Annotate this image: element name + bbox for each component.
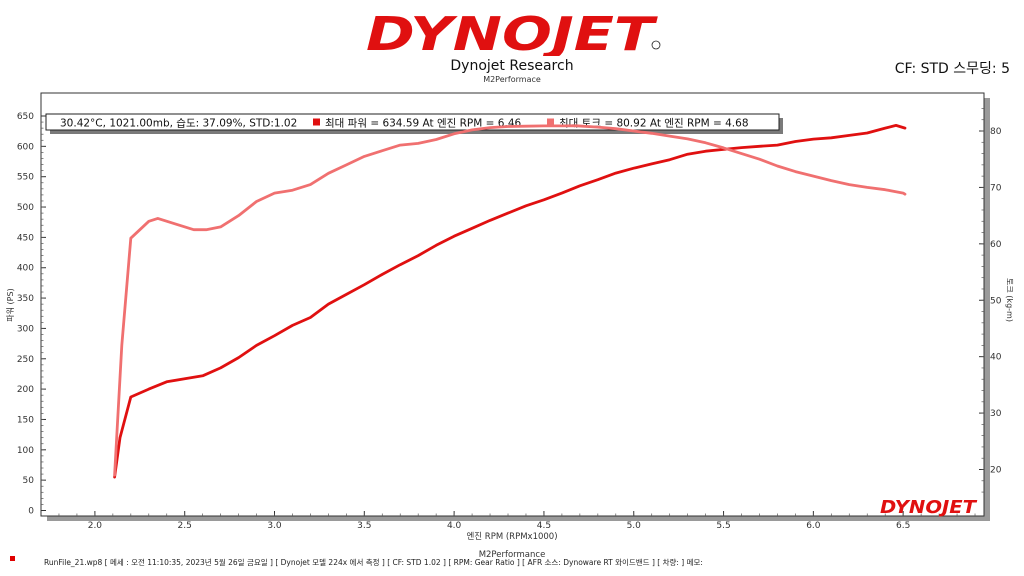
x-tick-label: 6.0 — [806, 521, 821, 531]
x-tick-label: 2.0 — [88, 521, 103, 531]
legend-power: 최대 파워 = 634.59 At 엔진 RPM = 6.46 — [325, 117, 521, 130]
y-left-tick-label: 0 — [28, 507, 34, 517]
y-left-tick-label: 250 — [17, 355, 34, 365]
chart-title: Dynojet Research — [450, 58, 574, 74]
footer-marker — [10, 556, 15, 561]
x-axis-label: 엔진 RPM (RPMx1000) — [466, 531, 557, 542]
y-left-tick-label: 650 — [17, 112, 34, 122]
power-series-line — [113, 124, 907, 479]
x-tick-label: 3.5 — [357, 521, 371, 531]
y-left-tick-label: 100 — [17, 446, 34, 456]
y-left-tick-label: 550 — [17, 173, 34, 183]
y-left-tick-label: 200 — [17, 385, 34, 395]
plot-area — [40, 92, 985, 517]
y-right-tick-label: 20 — [990, 466, 1002, 476]
cf-smoothing-label: CF: STD 스무딩: 5 — [894, 61, 1010, 77]
x-tick-label: 6.5 — [896, 521, 910, 531]
dynojet-logo: DYNOJET — [366, 7, 661, 56]
torque-series-line — [113, 124, 907, 477]
y-left-axis-label: 파워 (PS) — [6, 288, 15, 321]
y-left-tick-label: 400 — [17, 264, 34, 274]
x-tick-label: 5.5 — [716, 521, 730, 531]
y-left-tick-label: 500 — [17, 203, 34, 213]
y-left-tick-label: 300 — [17, 324, 34, 334]
y-left-tick-label: 150 — [17, 415, 34, 425]
y-right-axis-label: 토크 (kg-m) — [1005, 278, 1014, 322]
run-info-footer: RunFile_21.wp8 [ 메세 : 오전 11:10:35, 2023년… — [44, 558, 703, 567]
x-tick-label: 2.5 — [178, 521, 192, 531]
logo-text: DYNOJET — [366, 7, 659, 56]
watermark-logo: DYNOJET — [880, 497, 978, 518]
x-tick-label: 4.5 — [537, 521, 551, 531]
chart-subtitle: M2Performace — [483, 75, 541, 84]
y-right-tick-label: 80 — [990, 127, 1002, 137]
y-left-tick-label: 350 — [17, 294, 34, 304]
legend: 30.42°C, 1021.00mb, 습도: 37.09%, STD:1.02… — [45, 113, 783, 134]
x-tick-label: 4.0 — [447, 521, 462, 531]
y-left-tick-label: 450 — [17, 233, 34, 243]
legend-conditions: 30.42°C, 1021.00mb, 습도: 37.09%, STD:1.02 — [60, 118, 297, 130]
legend-torque-swatch — [547, 118, 554, 126]
x-tick-label: 3.0 — [267, 521, 282, 531]
y-left-tick-label: 50 — [23, 476, 35, 486]
x-tick-label: 5.0 — [627, 521, 642, 531]
y-right-tick-label: 60 — [990, 240, 1002, 250]
legend-power-swatch — [313, 118, 320, 126]
y-right-tick-label: 30 — [990, 409, 1002, 419]
y-right-tick-label: 70 — [990, 183, 1002, 193]
y-right-tick-label: 40 — [990, 353, 1002, 363]
y-right-tick-label: 50 — [990, 296, 1002, 306]
x-axis-caption: M2Performance — [479, 550, 546, 560]
y-left-tick-label: 600 — [17, 142, 34, 152]
